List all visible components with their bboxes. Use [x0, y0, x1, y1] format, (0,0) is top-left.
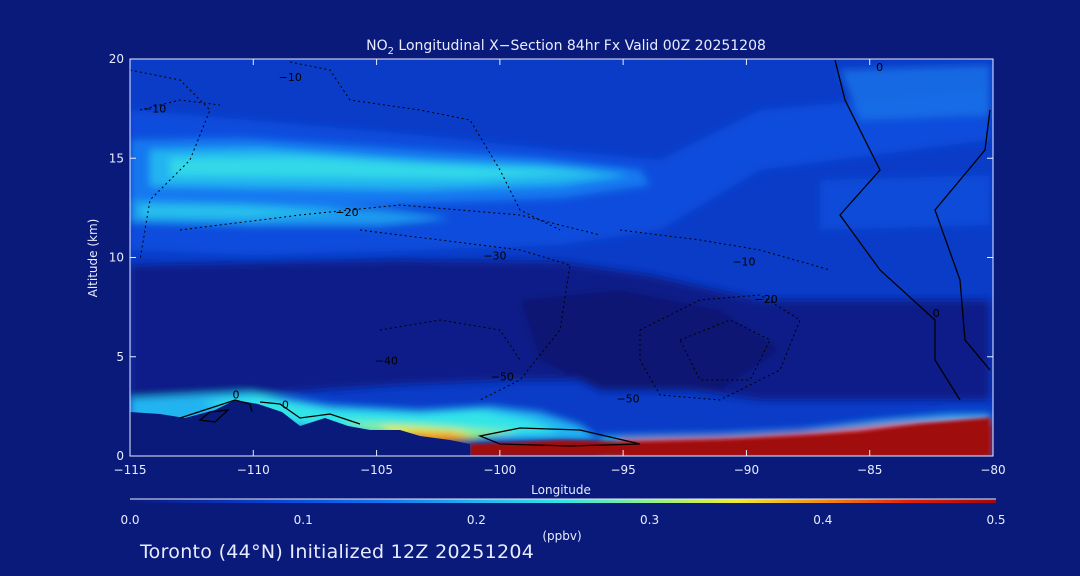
- contour-label: −40: [375, 355, 398, 368]
- x-tick-label: −105: [360, 463, 393, 477]
- x-axis: −115 −110 −105 −100 −95 −90 −85 −80: [114, 59, 1006, 477]
- colorbar-tick-label: 0.1: [294, 513, 313, 527]
- y-tick-label: 5: [116, 350, 124, 364]
- colorbar-tick-label: 0.2: [467, 513, 486, 527]
- contour-label: −20: [755, 293, 778, 306]
- y-axis-label: Altitude (km): [86, 219, 100, 298]
- contour-label: −50: [616, 392, 639, 405]
- y-tick-label: 15: [109, 151, 124, 165]
- contour-lines: [179, 59, 991, 447]
- contour-label: 0: [282, 398, 289, 411]
- contour-label: −10: [279, 71, 302, 84]
- x-axis-label: Longitude: [531, 483, 591, 497]
- terrain-mask: [130, 400, 470, 456]
- x-tick-label: −85: [857, 463, 882, 477]
- y-tick-label: 10: [109, 251, 124, 265]
- contour-label: −10: [732, 255, 755, 268]
- x-tick-label: −110: [237, 463, 270, 477]
- plot-area: −10 −10 −20 −30 −40 −50 −50 −10 −20 0 0 0 0: [130, 59, 993, 456]
- contour-label: 0: [876, 61, 883, 74]
- colorbar: [130, 499, 996, 503]
- x-tick-label: −80: [980, 463, 1005, 477]
- x-tick-label: −95: [610, 463, 635, 477]
- contour-labels: −10 −10 −20 −30 −40 −50 −50 −10 −20 0 0 0 0: [143, 61, 940, 411]
- colorbar-tick-label: 0.3: [640, 513, 659, 527]
- colorbar-ticks: 0.0 0.1 0.2 0.3 0.4 0.5: [120, 513, 1005, 527]
- contour-label: −50: [491, 371, 514, 384]
- x-tick-label: −100: [483, 463, 516, 477]
- colorbar-tick-label: 0.5: [986, 513, 1005, 527]
- contour-label: −30: [483, 249, 506, 262]
- contour-label: −10: [143, 103, 166, 116]
- colorbar-unit-label: (ppbv): [542, 529, 581, 543]
- contour-label: 0: [933, 307, 940, 320]
- colorbar-tick-label: 0.4: [813, 513, 832, 527]
- colorbar-tick-label: 0.0: [120, 513, 139, 527]
- x-tick-label: −90: [734, 463, 759, 477]
- contour-label: 0: [233, 388, 240, 401]
- y-tick-label: 20: [109, 52, 124, 66]
- dashed-contour-lines: [130, 61, 831, 401]
- x-tick-label: −115: [114, 463, 147, 477]
- y-axis: 0 5 10 15 20: [109, 52, 993, 463]
- contour-label: −20: [335, 206, 358, 219]
- chart-title: NO2 Longitudinal X−Section 84hr Fx Valid…: [366, 38, 766, 57]
- footer-initialized-text: Toronto (44°N) Initialized 12Z 20251204: [140, 541, 535, 563]
- y-tick-label: 0: [116, 449, 124, 463]
